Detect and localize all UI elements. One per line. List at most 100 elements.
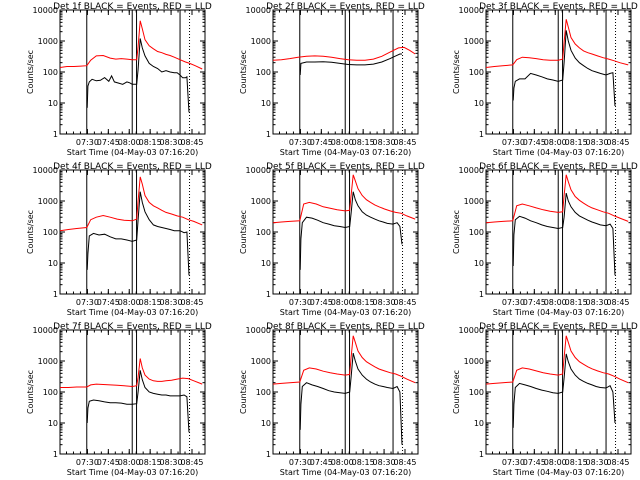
- x-tick-label: 08:00: [544, 138, 567, 147]
- x-tick-label: 08:15: [565, 138, 588, 147]
- y-tick-label: 100: [43, 388, 58, 397]
- x-tick-label: 08:30: [160, 458, 183, 467]
- panel-title: Det 8f BLACK = Events, RED = LLD: [266, 322, 425, 332]
- x-tick-label: 08:45: [393, 458, 416, 467]
- y-tick-label: 10: [48, 259, 58, 268]
- y-tick-label: 100: [256, 228, 271, 237]
- lld-series-line: [485, 335, 629, 385]
- y-tick-label: 10: [261, 419, 271, 428]
- y-tick-label: 1000: [38, 197, 58, 206]
- x-tick-label: 08:30: [160, 298, 183, 307]
- x-tick-label: 08:45: [393, 138, 416, 147]
- x-tick-label: 08:00: [331, 458, 354, 467]
- y-tick-label: 1: [266, 290, 271, 299]
- y-tick-label: 1: [53, 450, 58, 459]
- y-axis-label: Counts/sec: [239, 210, 248, 254]
- x-axis-label: Start Time (04-May-03 07:16:20): [280, 148, 411, 157]
- x-tick-label: 08:00: [118, 138, 141, 147]
- y-tick-label: 10000: [246, 6, 271, 15]
- x-tick-label: 07:30: [289, 138, 312, 147]
- x-tick-label: 08:30: [373, 298, 396, 307]
- events-series-line: [86, 370, 190, 433]
- y-axis-label: Counts/sec: [452, 370, 461, 414]
- y-tick-label: 10000: [459, 6, 484, 15]
- lld-series-line: [272, 335, 416, 385]
- lld-series-line: [272, 174, 416, 224]
- y-tick-label: 10: [48, 419, 58, 428]
- x-tick-label: 08:30: [373, 458, 396, 467]
- y-tick-label: 100: [469, 68, 484, 77]
- y-tick-label: 10: [474, 99, 484, 108]
- y-tick-label: 10: [261, 99, 271, 108]
- y-tick-label: 10000: [246, 326, 271, 335]
- detector-panel-8: Det 8f BLACK = Events, RED = LLD 1 10 100 10…: [239, 322, 425, 477]
- x-tick-label: 07:45: [310, 138, 333, 147]
- panel-title: Det 9f BLACK = Events, RED = LLD: [479, 322, 638, 332]
- x-tick-label: 07:30: [289, 298, 312, 307]
- x-tick-label: 08:00: [331, 138, 354, 147]
- x-tick-label: 08:00: [118, 298, 141, 307]
- y-axis-label: Counts/sec: [452, 210, 461, 254]
- x-tick-label: 08:00: [118, 458, 141, 467]
- x-tick-label: 07:30: [502, 138, 525, 147]
- x-tick-label: 08:30: [586, 298, 609, 307]
- lld-series-line: [59, 176, 203, 232]
- x-axis-label: Start Time (04-May-03 07:16:20): [67, 148, 198, 157]
- events-series-line: [299, 191, 403, 270]
- lld-series-line: [60, 358, 203, 388]
- detector-panel-9: Det 9f BLACK = Events, RED = LLD 1 10 100 10…: [452, 322, 638, 477]
- x-tick-label: 08:30: [160, 138, 183, 147]
- y-tick-label: 100: [43, 228, 58, 237]
- x-tick-label: 07:30: [502, 298, 525, 307]
- x-tick-label: 08:15: [565, 458, 588, 467]
- panel-title: Det 6f BLACK = Events, RED = LLD: [479, 162, 638, 172]
- y-tick-label: 10000: [33, 326, 58, 335]
- x-tick-label: 07:45: [310, 458, 333, 467]
- detector-panel-5: Det 5f BLACK = Events, RED = LLD 1 10 100 10…: [239, 162, 425, 317]
- x-tick-label: 08:00: [544, 458, 567, 467]
- x-tick-label: 08:15: [352, 458, 375, 467]
- x-tick-label: 07:45: [97, 458, 120, 467]
- y-axis-label: Counts/sec: [239, 50, 248, 94]
- y-tick-label: 10000: [459, 326, 484, 335]
- lld-series-line: [272, 46, 416, 61]
- y-tick-label: 10: [261, 259, 271, 268]
- y-tick-label: 100: [256, 68, 271, 77]
- y-tick-label: 1: [479, 130, 484, 139]
- x-tick-label: 08:45: [180, 298, 203, 307]
- y-tick-label: 1: [53, 130, 58, 139]
- y-tick-label: 1: [266, 130, 271, 139]
- y-tick-label: 100: [256, 388, 271, 397]
- events-series-line: [512, 30, 616, 107]
- x-tick-label: 07:45: [310, 298, 333, 307]
- x-tick-label: 08:45: [180, 458, 203, 467]
- x-tick-label: 08:15: [139, 138, 162, 147]
- y-axis-label: Counts/sec: [26, 370, 35, 414]
- x-tick-label: 07:30: [76, 138, 99, 147]
- x-axis-label: Start Time (04-May-03 07:16:20): [67, 308, 198, 317]
- detector-panel-1: Det 1f BLACK = Events, RED = LLD 1 10 100 10…: [26, 2, 212, 157]
- panel-title: Det 2f BLACK = Events, RED = LLD: [266, 2, 425, 12]
- detector-panel-2: Det 2f BLACK = Events, RED = LLD 1 10 100 10…: [239, 2, 425, 157]
- y-tick-label: 1000: [464, 357, 484, 366]
- y-tick-label: 10000: [33, 166, 58, 175]
- x-tick-label: 07:45: [97, 138, 120, 147]
- y-tick-label: 100: [469, 388, 484, 397]
- y-axis-label: Counts/sec: [452, 50, 461, 94]
- detector-panel-3: Det 3f BLACK = Events, RED = LLD 1 10 100 10…: [452, 2, 638, 157]
- detector-panel-6: Det 6f BLACK = Events, RED = LLD 1 10 100 10…: [452, 162, 638, 317]
- x-tick-label: 08:45: [180, 138, 203, 147]
- y-axis-label: Counts/sec: [26, 50, 35, 94]
- y-tick-label: 1000: [251, 197, 271, 206]
- x-tick-label: 08:15: [352, 298, 375, 307]
- x-tick-label: 07:45: [523, 298, 546, 307]
- y-tick-label: 1: [479, 450, 484, 459]
- y-tick-label: 10000: [246, 166, 271, 175]
- y-tick-label: 1000: [251, 357, 271, 366]
- x-tick-label: 08:45: [393, 298, 416, 307]
- x-tick-label: 07:30: [502, 458, 525, 467]
- y-tick-label: 1000: [38, 357, 58, 366]
- panel-title: Det 5f BLACK = Events, RED = LLD: [266, 162, 425, 172]
- events-series-line: [512, 353, 616, 428]
- x-axis-label: Start Time (04-May-03 07:16:20): [280, 308, 411, 317]
